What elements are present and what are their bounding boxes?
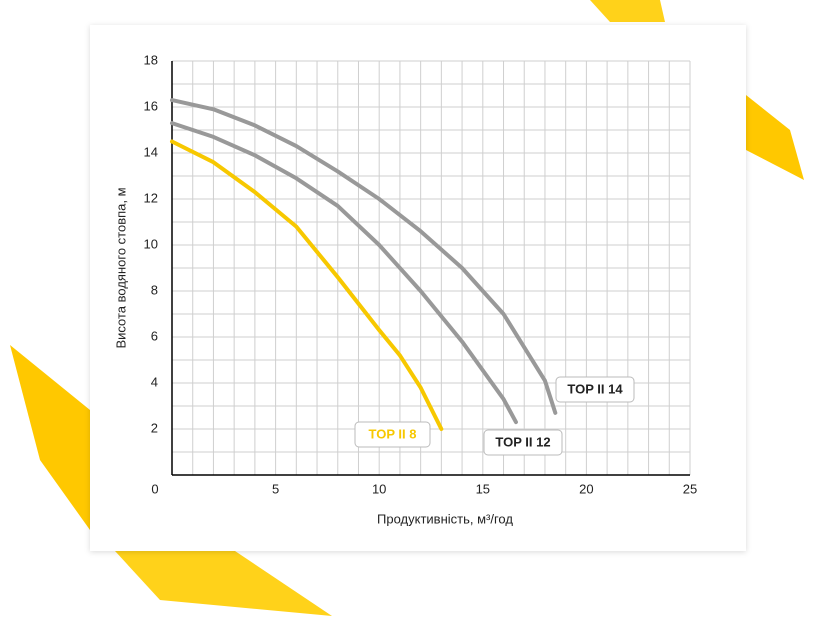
series-line bbox=[170, 139, 444, 431]
y-tick-label: 16 bbox=[144, 98, 158, 113]
x-tick-label: 25 bbox=[683, 481, 697, 496]
decor bbox=[590, 0, 665, 22]
x-tick-label: 0 bbox=[151, 481, 158, 496]
y-tick-label: 4 bbox=[151, 374, 158, 389]
decor bbox=[10, 345, 90, 530]
y-tick-label: 18 bbox=[144, 52, 158, 67]
y-tick-label: 12 bbox=[144, 190, 158, 205]
y-tick-label: 14 bbox=[144, 144, 158, 159]
y-tick-label: 8 bbox=[151, 282, 158, 297]
x-tick-label: 20 bbox=[579, 481, 593, 496]
x-tick-label: 10 bbox=[372, 481, 386, 496]
decor bbox=[746, 95, 804, 180]
y-tick-label: 10 bbox=[144, 236, 158, 251]
x-tick-label: 5 bbox=[272, 481, 279, 496]
series-label: TOP II 12 bbox=[483, 429, 563, 456]
series-label-box bbox=[483, 429, 563, 456]
x-axis-label: Продуктивність, м³/год bbox=[377, 511, 513, 526]
series-label-box bbox=[354, 421, 431, 448]
series-line bbox=[170, 121, 518, 425]
series-label: TOP II 8 bbox=[354, 421, 431, 448]
series-label-box bbox=[555, 376, 635, 403]
x-tick-label: 15 bbox=[476, 481, 490, 496]
y-axis-label: Висота водяного стовпа, м bbox=[113, 187, 128, 348]
y-tick-label: 2 bbox=[151, 420, 158, 435]
series-label-text: TOP II 12 bbox=[495, 434, 550, 449]
series-label-text: TOP II 8 bbox=[369, 426, 417, 441]
y-tick-label: 6 bbox=[151, 328, 158, 343]
decor bbox=[115, 551, 332, 616]
series-label: TOP II 14 bbox=[555, 376, 635, 403]
series-label-text: TOP II 14 bbox=[567, 381, 623, 396]
series-line bbox=[170, 98, 558, 415]
